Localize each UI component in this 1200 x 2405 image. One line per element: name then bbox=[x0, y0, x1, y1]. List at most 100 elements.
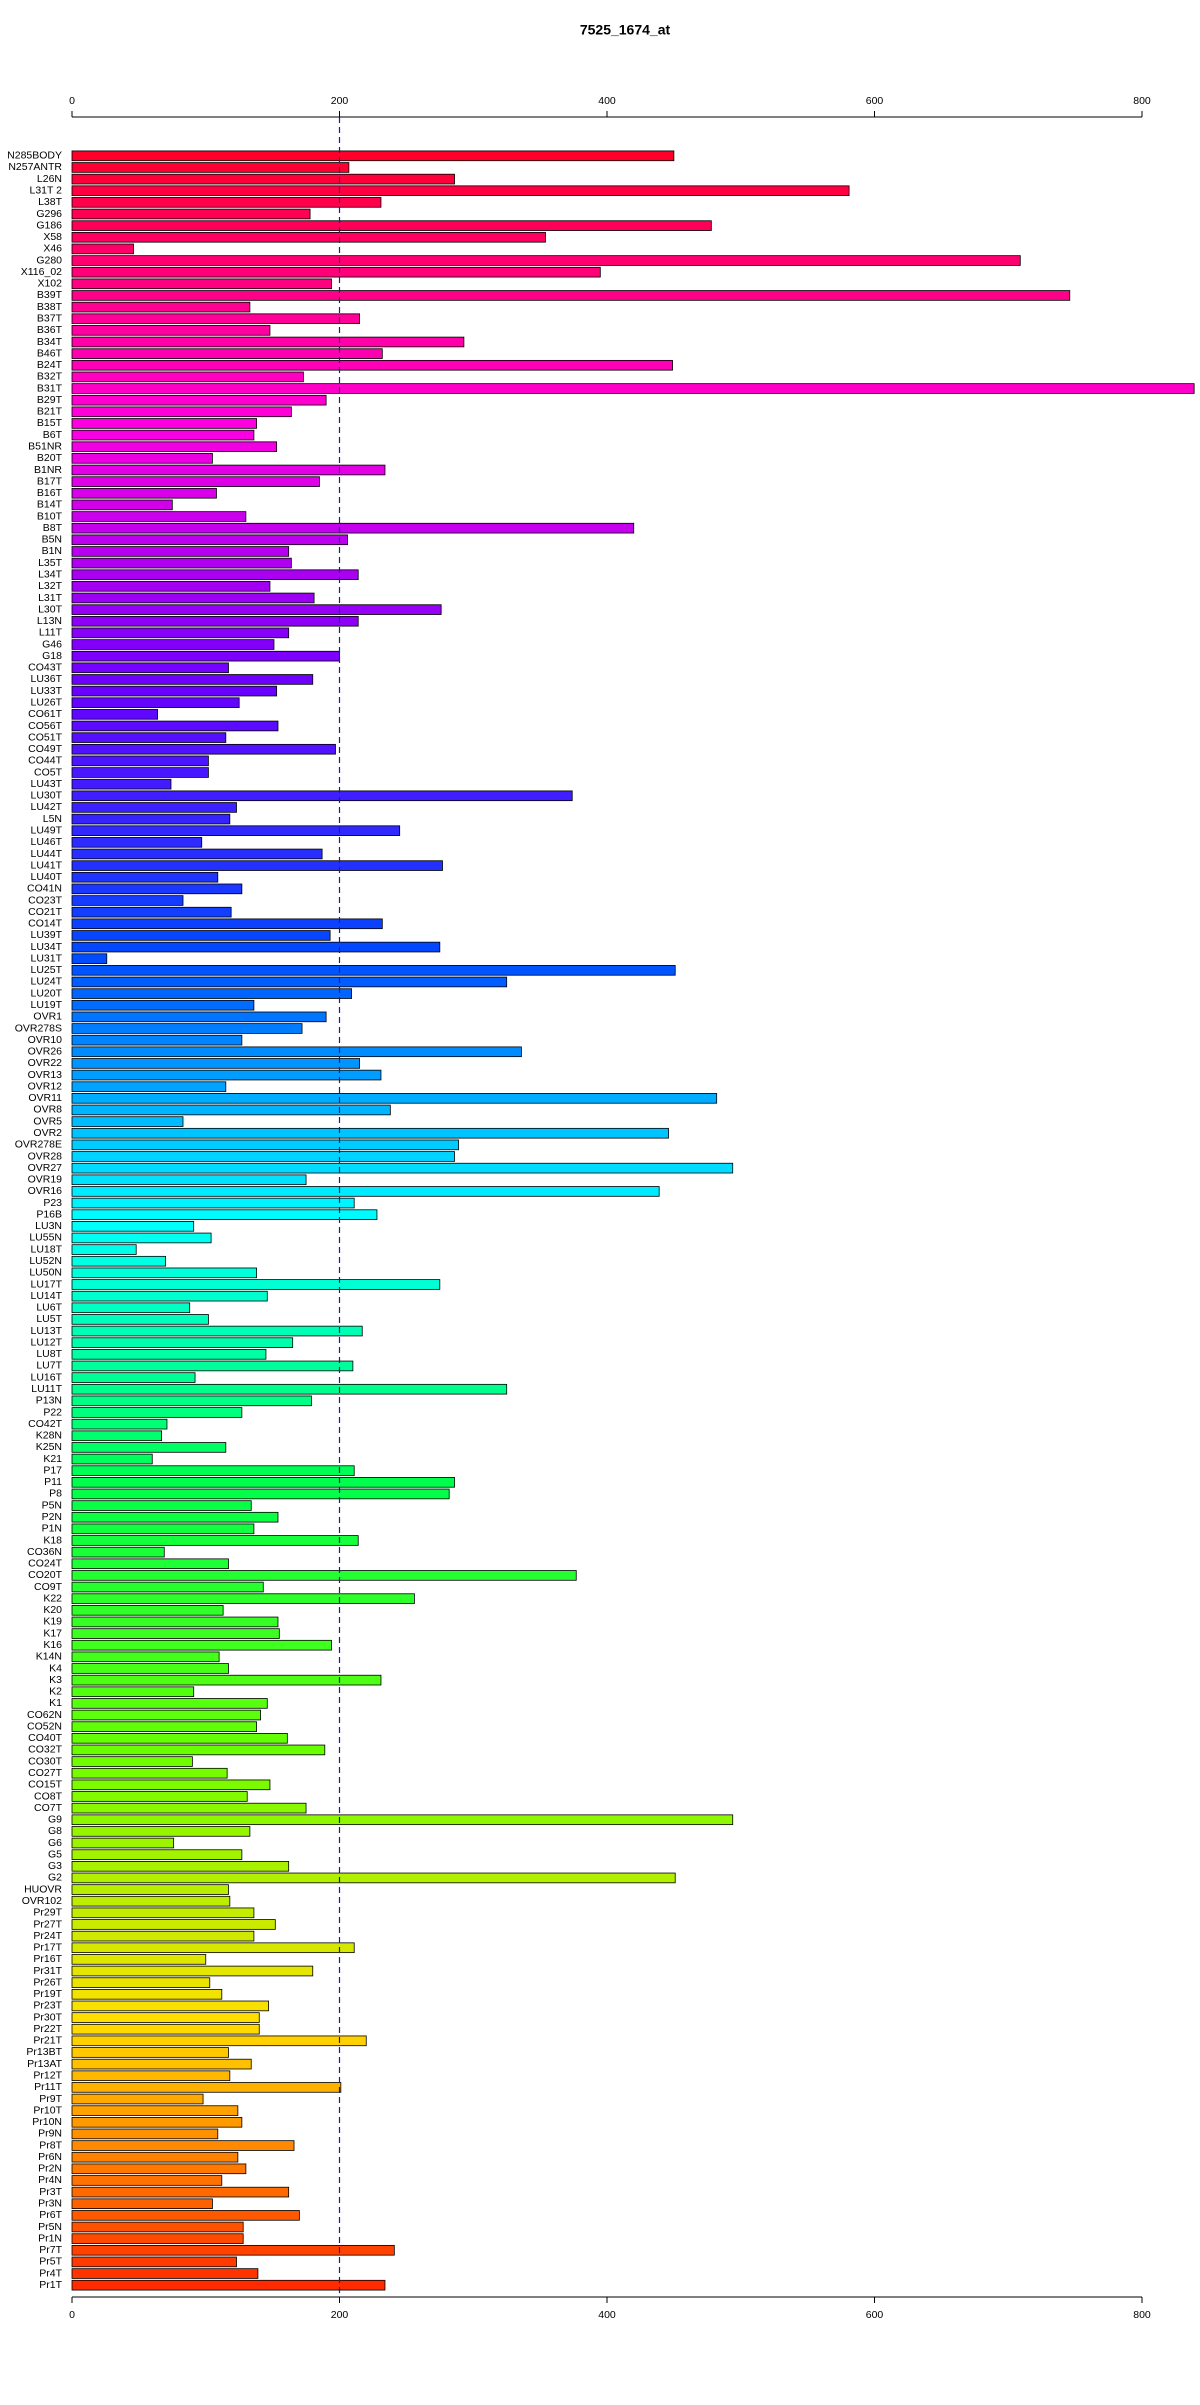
y-tick-label: K20 bbox=[43, 1604, 62, 1616]
bar bbox=[71, 301, 251, 313]
y-tick-label: Pr24T bbox=[33, 1930, 62, 1942]
bar bbox=[71, 662, 229, 674]
bar bbox=[71, 2116, 243, 2128]
y-tick-label: K4 bbox=[49, 1662, 62, 1674]
y-tick-label: OVR16 bbox=[28, 1185, 63, 1197]
y-tick-label: L31T 2 bbox=[30, 185, 63, 197]
x-tick-label: 200 bbox=[331, 2309, 349, 2321]
y-tick-label: Pr13AT bbox=[27, 2058, 62, 2070]
y-tick-label: K3 bbox=[49, 1674, 62, 1686]
bar bbox=[71, 1046, 522, 1058]
bar bbox=[71, 569, 359, 580]
bar bbox=[71, 2070, 231, 2082]
bar bbox=[71, 1267, 257, 1279]
bar bbox=[71, 976, 508, 988]
bar bbox=[71, 2058, 252, 2070]
bar bbox=[71, 336, 465, 348]
y-tick-label: B6T bbox=[43, 429, 63, 441]
bar bbox=[71, 2256, 237, 2268]
bar bbox=[71, 1895, 231, 1907]
bar bbox=[71, 418, 257, 429]
y-tick-label: CO44T bbox=[28, 755, 62, 767]
y-tick-label: CO27T bbox=[28, 1767, 62, 1779]
y-tick-label: CO56T bbox=[28, 720, 62, 732]
y-tick-label: Pr6N bbox=[38, 2151, 62, 2163]
bar bbox=[71, 1337, 294, 1348]
y-tick-label: LU25T bbox=[30, 964, 62, 976]
bar bbox=[71, 1837, 175, 1849]
bar bbox=[71, 1232, 212, 1244]
bar bbox=[71, 1639, 332, 1651]
bar bbox=[71, 674, 314, 685]
bar bbox=[71, 1058, 360, 1069]
y-tick-label: LU26T bbox=[30, 696, 62, 708]
y-tick-label: CO61T bbox=[28, 708, 62, 720]
y-tick-label: P16B bbox=[36, 1208, 62, 1220]
bar bbox=[71, 790, 573, 802]
x-tick-label: 600 bbox=[866, 95, 884, 107]
bar bbox=[71, 499, 173, 511]
bar bbox=[71, 767, 209, 778]
bar bbox=[71, 197, 382, 208]
bar bbox=[71, 953, 108, 964]
bar bbox=[71, 2198, 213, 2210]
y-tick-label: B38T bbox=[37, 301, 63, 313]
bar bbox=[71, 325, 271, 336]
bar bbox=[71, 2163, 247, 2175]
bar bbox=[71, 999, 255, 1011]
y-tick-label: B21T bbox=[37, 406, 63, 418]
y-tick-label: CO23T bbox=[28, 894, 62, 906]
y-tick-label: Pr12T bbox=[33, 2070, 62, 2082]
bar bbox=[71, 1221, 195, 1232]
y-tick-label: LU6T bbox=[36, 1302, 62, 1314]
bar bbox=[71, 2012, 260, 2023]
y-tick-label: CO7T bbox=[34, 1802, 63, 1814]
y-tick-label: LU46T bbox=[30, 836, 62, 848]
y-tick-label: LU7T bbox=[36, 1360, 62, 1372]
bar bbox=[71, 2093, 204, 2105]
y-tick-label: Pr31T bbox=[33, 1965, 62, 1977]
bar bbox=[71, 1593, 415, 1604]
y-tick-label: K22 bbox=[43, 1592, 62, 1604]
y-tick-label: OVR28 bbox=[28, 1150, 63, 1162]
y-tick-label: B5N bbox=[42, 534, 62, 546]
bar bbox=[71, 208, 311, 220]
y-tick-label: B39T bbox=[37, 289, 63, 301]
bar bbox=[71, 1954, 207, 1965]
y-tick-label: OVR27 bbox=[28, 1162, 63, 1174]
y-tick-label: K25N bbox=[36, 1441, 62, 1453]
y-tick-label: CO49T bbox=[28, 743, 62, 755]
y-tick-label: B31T bbox=[37, 382, 63, 394]
bar bbox=[71, 453, 213, 464]
bar bbox=[71, 1721, 257, 1732]
y-tick-label: P1N bbox=[42, 1523, 62, 1535]
bar bbox=[71, 1034, 243, 1046]
y-tick-label: K1 bbox=[49, 1697, 62, 1709]
bar bbox=[71, 697, 240, 708]
y-tick-label: CO41N bbox=[27, 883, 62, 895]
bar bbox=[71, 371, 304, 383]
bar bbox=[71, 2023, 260, 2035]
bar bbox=[71, 1442, 227, 1453]
y-tick-label: X58 bbox=[43, 231, 62, 243]
bar bbox=[71, 278, 332, 290]
y-tick-label: B15T bbox=[37, 417, 63, 429]
y-tick-label: CO30T bbox=[28, 1755, 62, 1767]
bar bbox=[71, 1814, 734, 1826]
bar bbox=[71, 313, 360, 325]
y-tick-label: LU17T bbox=[30, 1278, 62, 1290]
y-tick-label: OVR26 bbox=[28, 1046, 63, 1058]
y-tick-label: B34T bbox=[37, 336, 63, 348]
bar bbox=[71, 1756, 193, 1767]
bar bbox=[71, 1418, 168, 1430]
bar bbox=[71, 965, 676, 976]
y-tick-label: LU50N bbox=[29, 1267, 62, 1279]
bar bbox=[71, 1244, 137, 1255]
bar bbox=[71, 429, 255, 441]
bar bbox=[71, 604, 442, 615]
y-tick-label: P22 bbox=[43, 1406, 62, 1418]
y-tick-label: B1NR bbox=[34, 464, 62, 476]
bar bbox=[71, 1011, 327, 1023]
bar bbox=[71, 406, 292, 418]
y-tick-label: Pr7T bbox=[39, 2244, 62, 2256]
